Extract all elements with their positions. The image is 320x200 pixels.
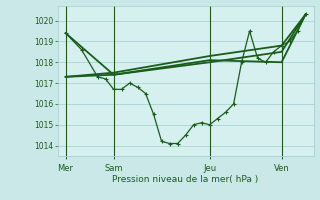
X-axis label: Pression niveau de la mer( hPa ): Pression niveau de la mer( hPa ) (112, 175, 259, 184)
